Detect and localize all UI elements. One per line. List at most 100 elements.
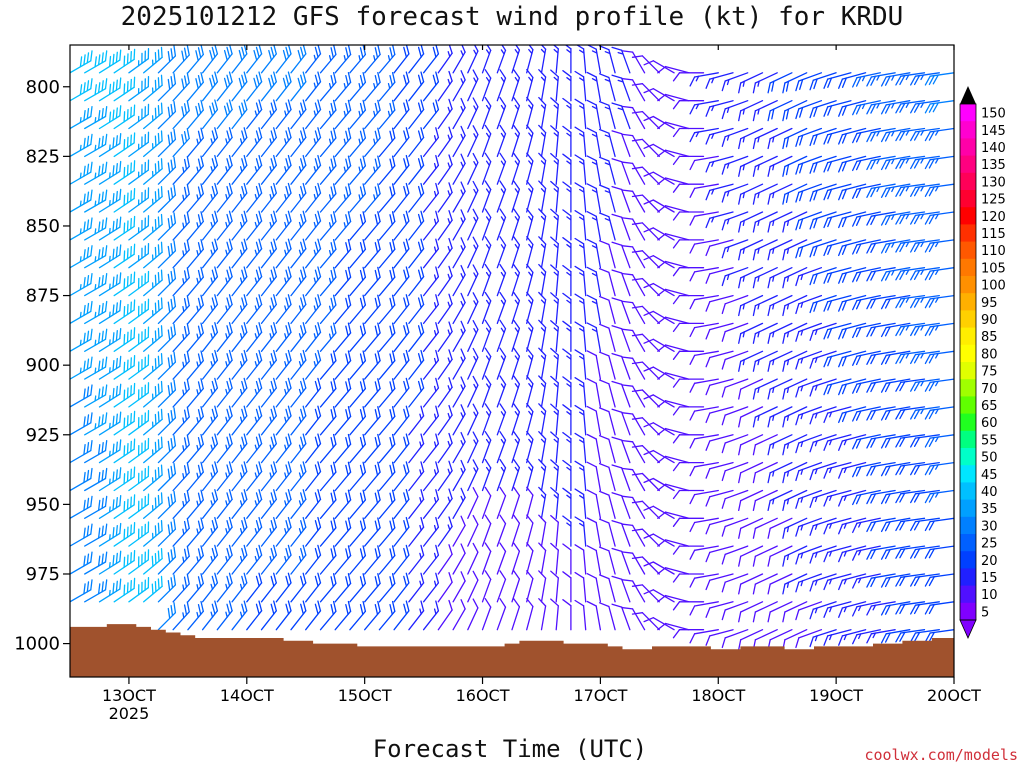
wind-barb — [538, 514, 547, 547]
barb-staff — [693, 573, 719, 579]
wind-barb — [349, 155, 367, 185]
wind-barb — [643, 422, 675, 436]
barb-half-feather — [108, 144, 111, 151]
barb-feather — [472, 347, 479, 358]
wind-barb — [852, 461, 881, 478]
barb-half-feather — [772, 386, 775, 394]
wind-barb — [305, 182, 322, 213]
wind-barb — [611, 436, 631, 464]
barb-feather — [391, 322, 396, 334]
barb-staff — [631, 162, 646, 185]
barb-staff — [481, 495, 492, 519]
barb-staff — [693, 434, 719, 440]
barb-feather — [526, 403, 534, 413]
wind-barb — [393, 210, 410, 241]
barb-staff — [526, 494, 534, 519]
barb-half-feather — [800, 357, 804, 364]
wind-barb — [70, 105, 93, 130]
wind-barb — [143, 46, 163, 74]
barb-feather — [838, 579, 844, 591]
barb-half-feather — [254, 500, 258, 507]
barb-feather — [226, 520, 231, 532]
barb-feather — [472, 570, 479, 581]
wind-barb — [260, 266, 277, 297]
wind-barb — [187, 573, 204, 603]
barb-half-feather — [566, 355, 572, 360]
barb-feather — [550, 180, 559, 189]
barb-half-feather — [757, 275, 760, 282]
barb-feather — [362, 433, 367, 445]
barb-feather — [564, 45, 572, 50]
wind-barb — [752, 406, 778, 428]
wind-barb — [631, 250, 660, 269]
barb-feather — [420, 99, 425, 111]
barb-half-feather — [284, 333, 287, 340]
barb-feather — [130, 385, 132, 397]
barb-feather — [513, 458, 521, 469]
barb-feather — [255, 353, 260, 364]
barb-feather — [83, 137, 86, 150]
barb-feather — [160, 46, 163, 59]
barb-half-feather — [433, 580, 437, 587]
wind-barb — [422, 544, 440, 575]
barb-feather — [154, 163, 157, 175]
barb-feather — [226, 241, 231, 253]
wind-barb — [631, 138, 660, 158]
barb-half-feather — [485, 132, 491, 139]
wind-barb — [143, 325, 163, 352]
barb-feather — [513, 236, 521, 246]
barb-feather — [809, 552, 814, 564]
barb-feather — [126, 275, 129, 288]
wind-barb — [157, 435, 177, 464]
wind-barb — [437, 237, 453, 269]
wind-barb — [526, 291, 534, 325]
wind-barb — [408, 572, 425, 603]
barb-feather — [866, 605, 873, 616]
barb-feather — [83, 416, 86, 428]
wind-barb — [538, 347, 547, 380]
barb-staff — [621, 244, 631, 269]
barb-feather — [405, 544, 410, 556]
wind-barb — [260, 600, 277, 631]
wind-barb — [823, 155, 852, 173]
barb-half-feather — [210, 472, 214, 479]
barb-feather — [838, 551, 844, 563]
barb-feather — [374, 603, 379, 615]
wind-barb — [852, 294, 881, 311]
barb-feather — [160, 353, 163, 365]
wind-barb — [752, 239, 778, 261]
wind-barb — [364, 99, 381, 130]
barb-feather — [752, 444, 757, 456]
barb-feather — [160, 241, 163, 253]
wind-barb — [275, 210, 292, 241]
barb-feather — [472, 236, 479, 247]
wind-barb — [598, 435, 616, 464]
barb-half-feather — [196, 389, 199, 396]
barb-feather — [241, 158, 246, 170]
barb-feather — [752, 82, 757, 94]
barb-staff — [652, 589, 675, 603]
wind-barb — [113, 160, 136, 185]
barb-feather — [562, 97, 572, 106]
wind-barb — [657, 260, 690, 269]
wind-barb — [598, 45, 616, 74]
barb-half-feather — [373, 166, 376, 173]
barb-feather — [435, 322, 440, 333]
barb-feather — [460, 348, 466, 359]
wind-barb — [408, 210, 425, 241]
barb-feather — [823, 607, 829, 618]
wind-barb — [84, 105, 108, 130]
barb-feather — [631, 445, 644, 448]
barb-feather — [287, 322, 292, 333]
barb-feather — [838, 412, 844, 424]
barb-feather — [513, 375, 521, 385]
wind-barb — [128, 159, 150, 185]
barb-feather — [255, 547, 260, 559]
barb-feather — [538, 431, 547, 440]
barb-staff — [754, 517, 778, 530]
wind-barb — [172, 434, 190, 464]
barb-staff — [481, 606, 492, 631]
wind-barb — [201, 405, 219, 436]
wind-barb — [349, 433, 367, 464]
barb-feather — [268, 49, 273, 61]
